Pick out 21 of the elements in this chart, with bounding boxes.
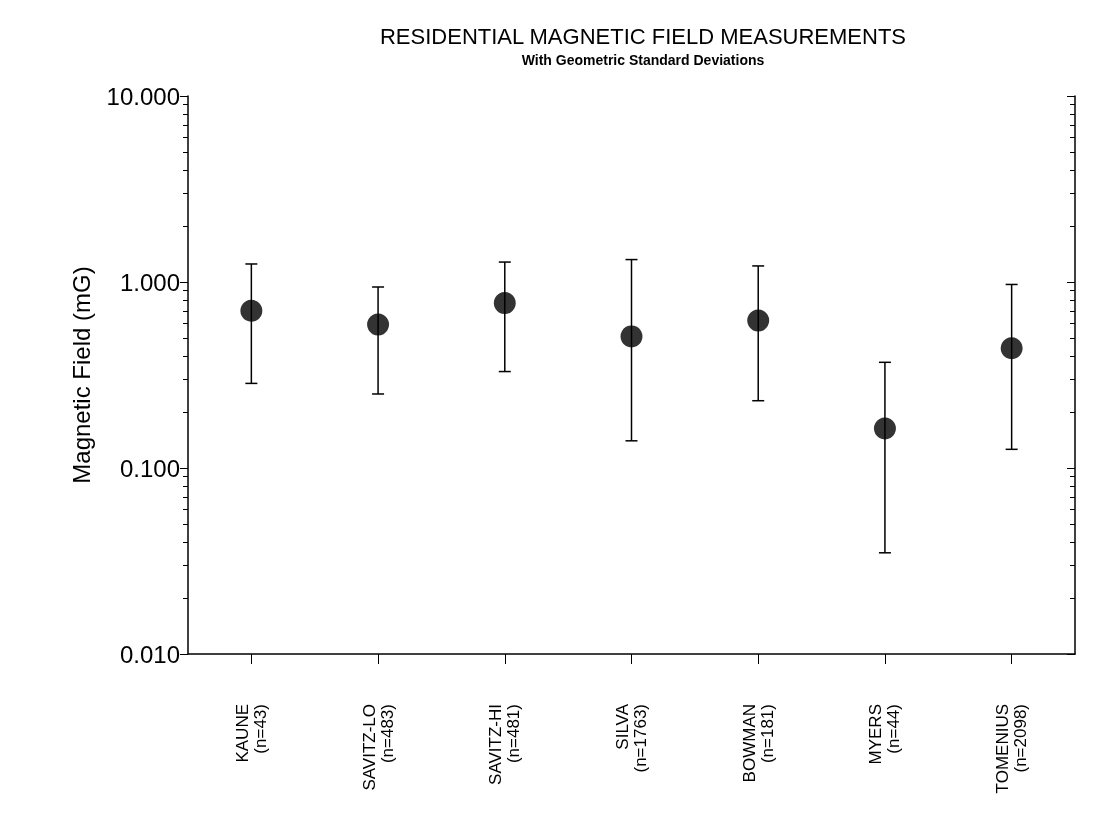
x-tick-label: SAVITZ-HI (n=481) — [486, 704, 524, 785]
x-tick-label: SAVITZ-LO (n=483) — [359, 704, 397, 791]
y-tick-label: 10.000 — [106, 82, 180, 110]
x-tick-label: MYERS (n=44) — [866, 704, 904, 765]
y-tick-label: 1.000 — [119, 268, 180, 296]
point — [747, 309, 770, 332]
point — [367, 313, 390, 336]
point — [1000, 337, 1023, 360]
x-tick-label: KAUNE (n=43) — [232, 704, 270, 763]
x-tick-label: BOWMAN (n=181) — [739, 704, 777, 783]
x-tick-label: SILVA (n=1763) — [613, 703, 650, 773]
chart-title: RESIDENTIAL MAGNETIC FIELD MEASUREMENTS — [379, 23, 907, 49]
y-tick-label: 0.010 — [119, 640, 180, 668]
x-tick-label: TOMENIUS (n=2098) — [993, 704, 1031, 794]
point — [240, 299, 263, 322]
point — [493, 292, 516, 315]
chart-subtitle: With Geometric Standard Deviations — [521, 52, 765, 68]
point — [620, 325, 643, 348]
y-axis-title: Magnetic Field (mG) — [67, 266, 95, 484]
point — [873, 417, 896, 440]
y-tick-label: 0.100 — [119, 454, 180, 482]
